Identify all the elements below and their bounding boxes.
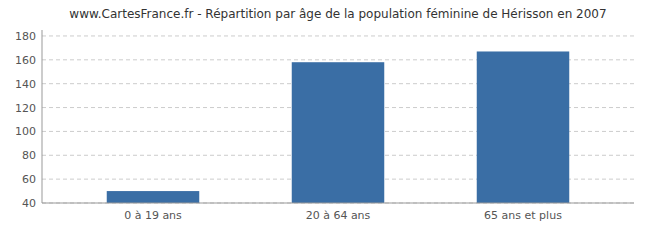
- grid-line: [42, 35, 634, 36]
- x-axis-line: [42, 203, 634, 204]
- chart-container: www.CartesFrance.fr - Répartition par âg…: [0, 0, 650, 229]
- x-axis: 0 à 19 ans 20 à 64 ans 65 ans et plus: [42, 203, 634, 222]
- x-tick-label: 65 ans et plus: [484, 209, 562, 222]
- bar: [292, 62, 385, 203]
- bar: [107, 191, 200, 203]
- y-tick-label: 80: [22, 149, 36, 162]
- y-tick-label: 140: [15, 78, 36, 91]
- bar: [477, 51, 570, 203]
- bars: [107, 51, 570, 203]
- x-tick-label: 0 à 19 ans: [124, 209, 182, 222]
- chart-svg: www.CartesFrance.fr - Répartition par âg…: [0, 0, 650, 229]
- x-tick-label: 20 à 64 ans: [306, 209, 371, 222]
- y-axis-line: [42, 30, 43, 203]
- y-tick-label: 160: [15, 54, 36, 67]
- y-tick-label: 180: [15, 30, 36, 43]
- title: www.CartesFrance.fr - Répartition par âg…: [69, 7, 606, 21]
- y-axis: 40 60 80 100 120 140 160 180: [15, 30, 42, 210]
- y-tick-label: 40: [22, 197, 36, 210]
- y-tick-label: 60: [22, 173, 36, 186]
- y-tick-label: 100: [15, 125, 36, 138]
- y-tick-label: 120: [15, 102, 36, 115]
- grid-line: [42, 203, 634, 204]
